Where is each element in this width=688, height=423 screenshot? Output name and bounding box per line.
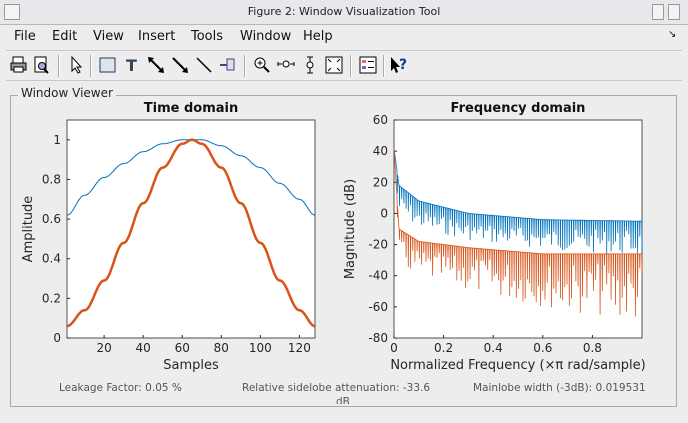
x-tick-label: 0.4 [484, 341, 503, 355]
chart-title: Time domain [144, 101, 238, 116]
svg-text:T: T [126, 56, 137, 75]
y-tick-label: 1 [53, 133, 61, 147]
menu-edit[interactable]: Edit [52, 29, 78, 44]
series-line-2 [66, 138, 316, 328]
line-icon[interactable] [194, 55, 214, 75]
panel-title: Window Viewer [18, 86, 116, 100]
zoom-in-icon[interactable] [252, 55, 272, 75]
y-tick-label: 0.6 [42, 212, 61, 226]
menu-help[interactable]: Help [303, 29, 333, 44]
data-cursor-icon[interactable] [300, 55, 320, 75]
sidelobe-attenuation: Relative sidelobe attenuation: -33.6 [242, 382, 431, 394]
print-preview-icon[interactable] [32, 55, 52, 75]
pan-icon[interactable] [276, 55, 296, 75]
menu-tools[interactable]: Tools [191, 29, 224, 44]
dock-arrow-icon[interactable]: ↘ [668, 29, 677, 40]
y-tick-label: 40 [373, 144, 388, 158]
legend-icon[interactable] [358, 55, 378, 75]
x-axis-label: Normalized Frequency (×π rad/sample) [390, 358, 645, 373]
y-tick-label: 0 [380, 206, 388, 220]
y-tick-label: 0.8 [42, 172, 61, 186]
time-domain-axes[interactable]: 20 40 60 80 100 120 0 0.2 0.4 0.6 0.8 1 Time domain S… [21, 101, 316, 373]
y-tick-label: 0 [53, 331, 61, 345]
x-tick-label: 0.2 [434, 341, 453, 355]
x-tick-label: 20 [96, 341, 111, 355]
y-tick-label: -40 [368, 269, 388, 283]
svg-text:?: ? [399, 57, 407, 73]
title-bar: Figure 2: Window Visualization Tool [0, 0, 688, 25]
x-tick-label: 100 [249, 341, 272, 355]
pin-icon[interactable] [218, 55, 238, 75]
minimize-button[interactable] [652, 4, 664, 20]
sidelobe-unit: dB [336, 396, 350, 404]
mainlobe-width: Mainlobe width (-3dB): 0.019531 [473, 382, 646, 394]
y-tick-label: -80 [368, 331, 388, 345]
frequency-domain-axes[interactable]: 0 0.2 0.4 0.6 0.8 -80 -60 -40 -20 0 20 40 60 Frequenc… [343, 101, 646, 373]
rectangle-icon[interactable] [98, 55, 118, 75]
plot-background [66, 119, 316, 339]
series-line-1 [393, 147, 643, 255]
fit-icon[interactable] [324, 55, 344, 75]
arrow-icon[interactable] [170, 55, 190, 75]
y-tick-label: 0.2 [42, 291, 61, 305]
x-tick-label: 0.6 [533, 341, 552, 355]
y-axis-label: Magnitude (dB) [343, 179, 358, 279]
toolbar: T ? [6, 50, 682, 81]
x-tick-label: 40 [136, 341, 151, 355]
x-tick-label: 0 [390, 341, 398, 355]
double-arrow-icon[interactable] [146, 55, 166, 75]
x-tick-label: 80 [214, 341, 229, 355]
menu-file[interactable]: File [14, 29, 36, 44]
print-icon[interactable] [9, 55, 29, 75]
y-tick-label: -60 [368, 300, 388, 314]
window-viewer-panel [10, 95, 677, 407]
x-axis-label: Samples [163, 358, 219, 373]
window-title: Figure 2: Window Visualization Tool [247, 5, 441, 18]
leakage-factor: Leakage Factor: 0.05 % [59, 382, 182, 394]
maximize-button[interactable] [668, 4, 680, 20]
y-tick-label: -20 [368, 238, 388, 252]
y-tick-label: 60 [373, 113, 388, 127]
pointer-icon[interactable] [66, 55, 86, 75]
whats-this-help-icon[interactable]: ? [389, 55, 409, 75]
text-icon[interactable]: T [122, 55, 142, 75]
menu-view[interactable]: View [93, 29, 124, 44]
menu-bar: File Edit View Insert Tools Window Help … [6, 26, 682, 48]
y-tick-label: 20 [373, 175, 388, 189]
x-tick-label: 60 [175, 341, 190, 355]
series-line-2 [393, 147, 643, 317]
menu-insert[interactable]: Insert [138, 29, 176, 44]
chart-title: Frequency domain [451, 101, 586, 116]
y-axis-label: Amplitude [21, 196, 36, 263]
x-tick-label: 120 [288, 341, 311, 355]
window-menu-button[interactable] [4, 4, 20, 20]
menu-window[interactable]: Window [240, 29, 292, 44]
x-tick-label: 0.8 [583, 341, 602, 355]
y-tick-label: 0.4 [42, 252, 61, 266]
